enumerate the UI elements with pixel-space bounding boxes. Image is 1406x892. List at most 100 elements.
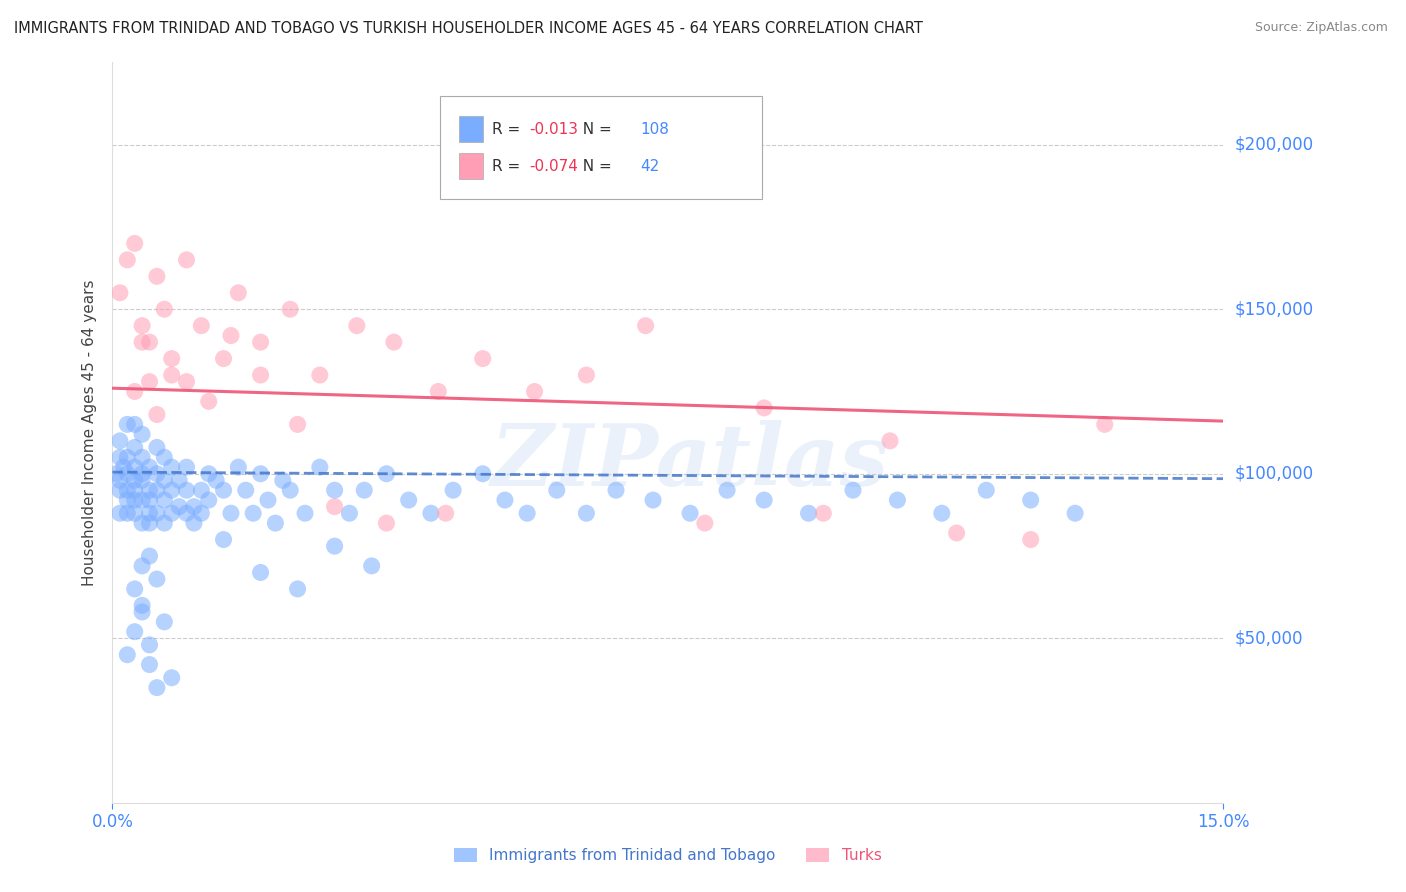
Point [146,408,169,422]
Point [382,335,405,350]
Point [131,467,153,481]
Point [153,516,176,530]
Point [323,500,346,514]
Point [167,500,190,514]
Point [108,506,131,520]
Point [197,467,219,481]
Text: 42: 42 [640,159,659,174]
Point [228,285,250,300]
Point [117,417,139,432]
Point [287,582,309,596]
Point [131,450,153,465]
Point [228,460,250,475]
Point [249,566,271,580]
Point [308,368,330,382]
Text: -0.013: -0.013 [529,121,578,136]
Point [434,506,457,520]
Point [124,483,146,498]
Point [294,506,316,520]
Point [641,493,664,508]
Text: $50,000: $50,000 [1234,629,1303,648]
Point [117,467,139,481]
Point [716,483,738,498]
Point [353,483,375,498]
Text: 108: 108 [640,121,669,136]
Point [160,368,183,382]
Point [190,318,212,333]
Point [546,483,568,498]
Point [124,384,146,399]
Point [108,483,131,498]
FancyBboxPatch shape [440,95,762,200]
Point [131,605,153,619]
Bar [458,116,484,143]
Y-axis label: Householder Income Ages 45 - 64 years: Householder Income Ages 45 - 64 years [82,279,97,586]
Point [124,624,146,639]
Point [146,572,169,586]
Point [117,648,139,662]
Point [264,516,287,530]
Point [1019,493,1042,508]
Point [138,493,160,508]
Point [153,473,176,487]
Point [124,493,146,508]
Point [219,506,242,520]
Point [471,351,494,366]
Point [278,483,301,498]
Point [183,500,205,514]
Point [146,441,169,455]
Point [360,558,382,573]
Point [242,506,264,520]
Point [287,417,309,432]
Point [494,493,516,508]
Point [575,368,598,382]
Point [146,681,169,695]
Text: -0.074: -0.074 [529,159,578,174]
Point [124,460,146,475]
Text: $150,000: $150,000 [1234,301,1313,318]
Point [176,483,198,498]
Point [523,384,546,399]
Point [160,506,183,520]
Point [153,615,176,629]
Text: R =: R = [492,159,526,174]
Point [124,506,146,520]
Point [1019,533,1042,547]
Point [153,493,176,508]
Point [105,467,128,481]
Text: N =: N = [574,159,617,174]
Point [212,533,235,547]
Point [131,493,153,508]
Point [219,328,242,343]
Point [441,483,464,498]
Bar [458,153,484,179]
Point [108,434,131,448]
Point [842,483,865,498]
Text: Source: ZipAtlas.com: Source: ZipAtlas.com [1254,21,1388,34]
Point [249,335,271,350]
Point [471,467,494,481]
Point [146,269,169,284]
Point [124,473,146,487]
Point [249,368,271,382]
Point [108,285,131,300]
Point [138,483,160,498]
Point [752,401,775,415]
Point [375,516,398,530]
Point [160,671,183,685]
Point [138,638,160,652]
Point [176,460,198,475]
Point [124,236,146,251]
Point [1094,417,1116,432]
Point [879,434,901,448]
Point [117,506,139,520]
Point [886,493,908,508]
Point [124,441,146,455]
Point [974,483,997,498]
Point [575,506,598,520]
Point [375,467,398,481]
Point [516,506,538,520]
Point [931,506,953,520]
Point [176,252,198,267]
Point [138,460,160,475]
